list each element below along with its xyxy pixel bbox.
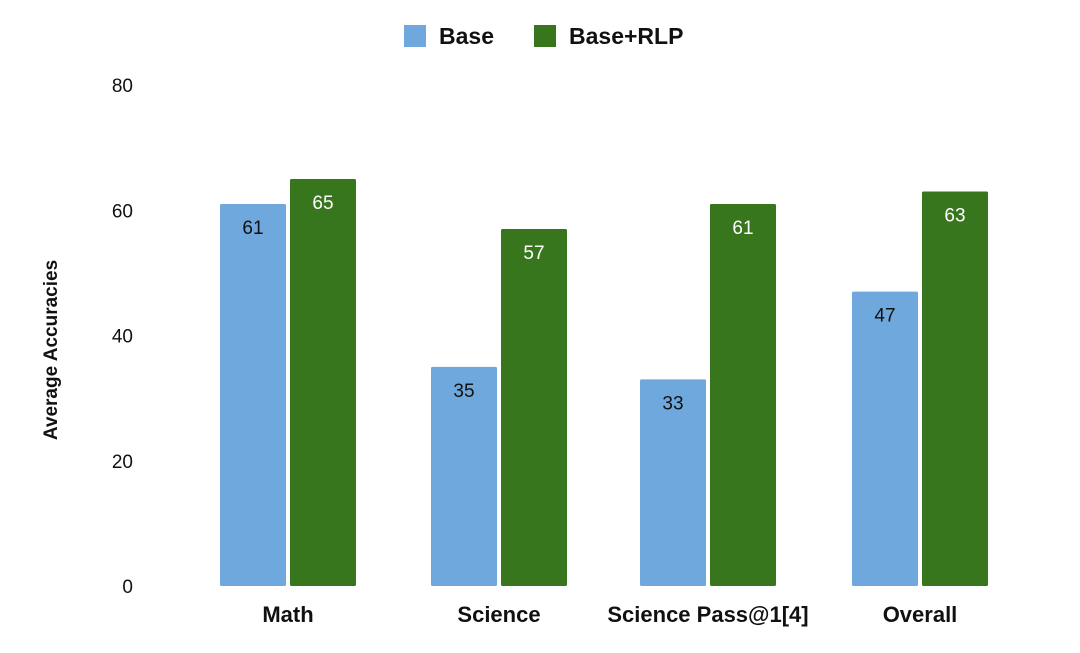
y-tick-label: 40 — [112, 327, 133, 348]
data-label: 61 — [242, 218, 263, 239]
bar-base-rlp — [710, 203, 776, 587]
bar-base — [852, 291, 918, 586]
x-tick-label: Overall — [883, 602, 958, 627]
data-label: 33 — [662, 393, 683, 414]
legend: Base Base+RLP — [404, 23, 683, 49]
x-tick-label: Science — [457, 602, 540, 627]
data-label: 57 — [523, 243, 544, 264]
legend-label: Base — [439, 23, 494, 49]
x-axis-ticks: Math Science Science Pass@1[4] Overall — [262, 602, 957, 627]
bar-base — [431, 366, 497, 586]
bar-base-rlp — [290, 178, 356, 586]
legend-swatch — [534, 25, 556, 47]
legend-swatch — [404, 25, 426, 47]
bar-base-rlp — [922, 191, 988, 586]
data-label: 61 — [732, 218, 753, 239]
bar-base — [220, 203, 286, 587]
y-tick-label: 60 — [112, 201, 133, 222]
y-tick-label: 80 — [112, 76, 133, 97]
bar-base — [640, 379, 706, 586]
x-tick-label: Science Pass@1[4] — [607, 602, 808, 627]
bar-base-rlp — [501, 229, 567, 586]
y-axis-label: Average Accuracies — [41, 260, 62, 440]
data-label: 47 — [874, 306, 895, 327]
data-label: 35 — [453, 381, 474, 402]
y-tick-label: 0 — [122, 577, 133, 598]
y-axis-ticks: 0 20 40 60 80 — [112, 76, 133, 598]
data-label: 63 — [944, 205, 965, 226]
data-label: 65 — [312, 193, 333, 214]
bars: 61 65 35 57 33 61 47 63 — [220, 178, 988, 587]
legend-label: Base+RLP — [569, 23, 683, 49]
y-tick-label: 20 — [112, 452, 133, 473]
x-tick-label: Math — [262, 602, 313, 627]
